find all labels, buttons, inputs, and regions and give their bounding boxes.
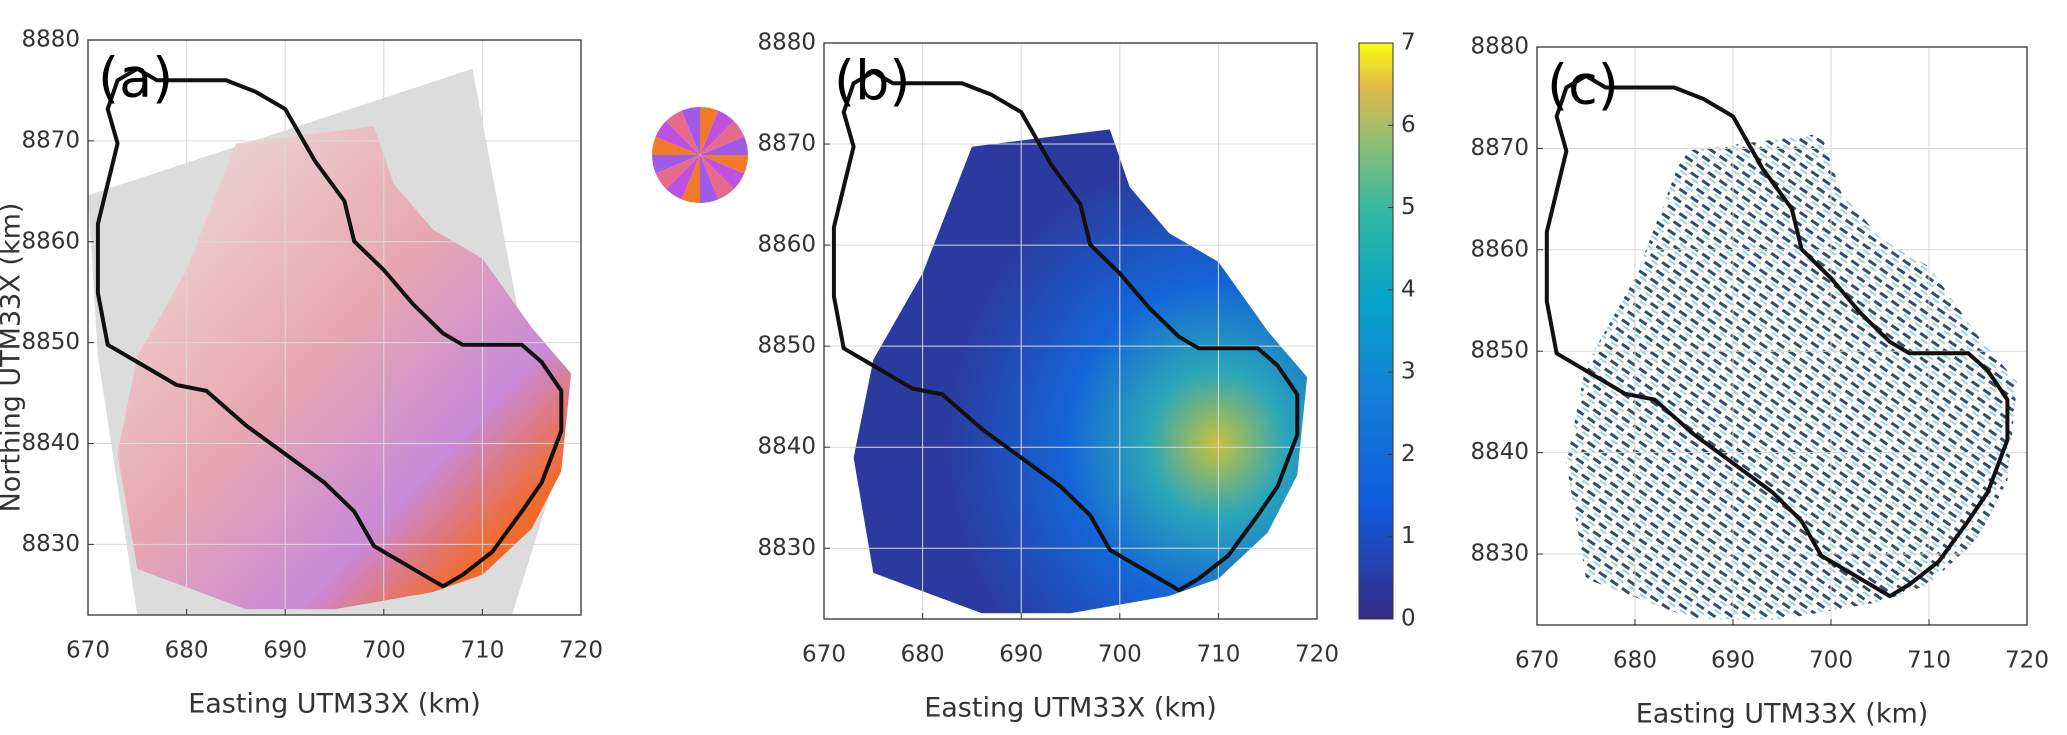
wheel-wedge	[681, 107, 700, 155]
x-tick-label: 700	[1809, 648, 1853, 674]
wheel-wedge	[700, 136, 748, 155]
colorbar-tick-label: 6	[1401, 112, 1416, 138]
wheel-wedge	[700, 155, 719, 203]
panel-label: (b)	[834, 50, 910, 113]
y-tick-label: 8870	[21, 127, 80, 153]
boundary-outline	[1544, 73, 2010, 599]
colorbar	[1358, 42, 1394, 620]
y-tick-label: 8880	[1470, 34, 1529, 60]
wheel-wedge	[652, 155, 700, 174]
wheel-wedge	[655, 155, 700, 189]
y-tick-label: 8870	[1470, 135, 1529, 161]
x-tick-label: 720	[2005, 648, 2049, 674]
x-tick-label: 720	[1295, 642, 1339, 668]
x-tick-label: 710	[1907, 648, 1951, 674]
y-tick-label: 8860	[1470, 236, 1529, 262]
x-axis-label: Easting UTM33X (km)	[188, 689, 481, 720]
x-axis-label: Easting UTM33X (km)	[1636, 699, 1929, 730]
colorbar-tick-label: 4	[1401, 276, 1416, 302]
y-tick-label: 8880	[757, 30, 816, 56]
x-tick-label: 680	[901, 642, 945, 668]
boundary-outline	[831, 69, 1300, 593]
x-tick-label: 700	[1098, 642, 1142, 668]
axes-frame	[823, 42, 1318, 620]
x-tick-label: 690	[999, 642, 1043, 668]
boundary-outline	[95, 66, 564, 589]
wheel-wedge	[681, 155, 700, 203]
wheel-wedge	[700, 155, 734, 200]
x-tick-label: 670	[802, 642, 846, 668]
colorbar-tick-label: 2	[1401, 441, 1416, 467]
panel-label: (c)	[1547, 54, 1619, 117]
x-axis-label: Easting UTM33X (km)	[924, 693, 1217, 724]
wheel-wedge	[700, 121, 745, 155]
colorbar-tick-label: 0	[1401, 606, 1416, 632]
y-tick-label: 8840	[21, 430, 80, 456]
y-tick-label: 8870	[757, 131, 816, 157]
x-tick-label: 690	[263, 638, 307, 664]
y-tick-label: 8850	[21, 329, 80, 355]
x-tick-label: 710	[460, 638, 504, 664]
raster-field	[853, 129, 1308, 614]
wheel-wedge	[666, 155, 700, 200]
colorbar-tick-label: 3	[1401, 359, 1416, 385]
x-tick-label: 710	[1196, 642, 1240, 668]
raster-field	[117, 126, 572, 610]
orientation-wheel	[652, 107, 748, 203]
y-tick-label: 8840	[1470, 439, 1529, 465]
colorbar-tick-label: 5	[1401, 194, 1416, 220]
x-tick-label: 680	[165, 638, 209, 664]
x-tick-label: 680	[1613, 648, 1657, 674]
colorbar-tick-label: 7	[1401, 30, 1416, 56]
colorbar-tick-label: 1	[1401, 523, 1416, 549]
y-tick-label: 8860	[757, 232, 816, 258]
wheel-wedge	[700, 155, 748, 174]
x-tick-label: 720	[559, 638, 603, 664]
y-tick-label: 8850	[1470, 338, 1529, 364]
y-tick-label: 8830	[757, 535, 816, 561]
wheel-wedge	[652, 136, 700, 155]
y-axis-label: Northing UTM33X (km)	[0, 203, 27, 513]
y-tick-label: 8880	[21, 27, 80, 53]
x-tick-label: 700	[362, 638, 406, 664]
axes-frame	[1536, 46, 2028, 626]
wheel-wedge	[666, 110, 700, 155]
x-tick-label: 690	[1711, 648, 1755, 674]
x-tick-label: 670	[66, 638, 110, 664]
raster-field	[1566, 133, 2018, 620]
y-tick-label: 8860	[21, 228, 80, 254]
axes-frame	[87, 39, 582, 616]
panel-label: (a)	[98, 47, 173, 110]
y-tick-label: 8830	[1470, 541, 1529, 567]
x-tick-label: 670	[1515, 648, 1559, 674]
wheel-wedge	[700, 155, 745, 189]
y-tick-label: 8830	[21, 531, 80, 557]
wheel-wedge	[700, 107, 719, 155]
wheel-wedge	[700, 110, 734, 155]
y-tick-label: 8840	[757, 434, 816, 460]
wheel-wedge	[655, 121, 700, 155]
y-tick-label: 8850	[757, 333, 816, 359]
